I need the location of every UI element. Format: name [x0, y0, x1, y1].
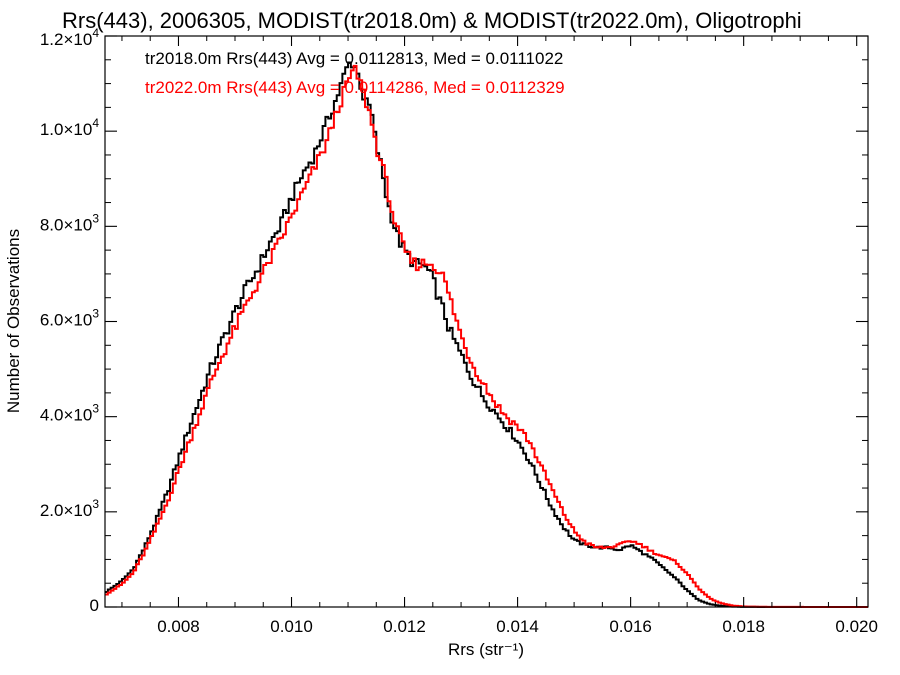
- y-tick-label: 0: [90, 596, 99, 615]
- y-tick-mantissa: 4.0×10: [40, 406, 92, 425]
- y-tick-mantissa: 8.0×10: [40, 215, 92, 234]
- y-axis-label: Number of Observations: [4, 229, 23, 413]
- x-tick-label: 0.010: [270, 617, 313, 636]
- y-tick-exponent: 3: [92, 402, 99, 416]
- y-tick-label: 2.0×103: [40, 497, 99, 520]
- x-tick-label: 0.014: [496, 617, 539, 636]
- legend-annotation-tr2018: tr2018.0m Rrs(443) Avg = 0.0112813, Med …: [145, 49, 563, 68]
- y-tick-label: 1.0×104: [40, 116, 99, 139]
- x-tick-label: 0.018: [722, 617, 765, 636]
- x-axis: 0.008 0.010 0.012 0.014 0.016 0.018 0.020: [121, 36, 878, 636]
- y-tick-label: 4.0×103: [40, 402, 99, 425]
- y-tick-exponent: 4: [92, 116, 99, 130]
- series-layer: [105, 61, 868, 608]
- chart-title: Rrs(443), 2006305, MODIST(tr2018.0m) & M…: [62, 8, 802, 33]
- y-tick-label: 1.2×104: [40, 26, 99, 49]
- legend-annotation-tr2022: tr2022.0m Rrs(443) Avg = 0.0114286, Med …: [145, 78, 565, 97]
- y-tick-mantissa: 2.0×10: [40, 501, 92, 520]
- legend: tr2018.0m Rrs(443) Avg = 0.0112813, Med …: [145, 49, 565, 97]
- y-tick-exponent: 3: [92, 211, 99, 225]
- y-tick-mantissa: 1.0×10: [40, 120, 92, 139]
- x-tick-label: 0.012: [383, 617, 426, 636]
- x-tick-label: 0.016: [609, 617, 652, 636]
- y-tick-exponent: 4: [92, 26, 99, 40]
- y-tick-mantissa: 6.0×10: [40, 311, 92, 330]
- y-tick-exponent: 3: [92, 497, 99, 511]
- y-tick-mantissa: 0: [90, 596, 99, 615]
- x-tick-label: 0.020: [835, 617, 878, 636]
- y-tick-exponent: 3: [92, 307, 99, 321]
- histogram-series-tr2022: [105, 64, 868, 608]
- y-tick-label: 8.0×103: [40, 211, 99, 234]
- y-tick-mantissa: 1.2×10: [40, 30, 92, 49]
- y-tick-label: 6.0×103: [40, 307, 99, 330]
- x-tick-label: 0.008: [157, 617, 200, 636]
- y-axis: 02.0×1034.0×1036.0×1038.0×1031.0×1041.2×…: [40, 26, 868, 615]
- histogram-series-tr2018: [105, 61, 868, 608]
- x-axis-label: Rrs (str⁻¹): [448, 640, 524, 659]
